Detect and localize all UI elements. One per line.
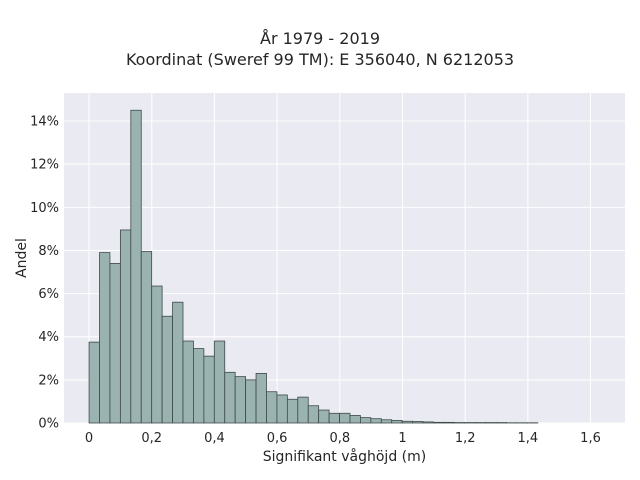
histogram-bar [88, 341, 100, 424]
histogram-bar [391, 420, 403, 424]
x-tick-label: 0,2 [141, 431, 162, 446]
histogram-bar [193, 348, 205, 424]
histogram-bar [297, 396, 309, 424]
histogram-bar [318, 409, 330, 424]
histogram-bar [266, 391, 278, 424]
y-axis-label: Andel [14, 238, 30, 278]
x-tick-label: 1,2 [455, 431, 476, 446]
histogram-bar [307, 405, 320, 424]
y-tick-label: 2% [38, 373, 59, 388]
histogram-bar [213, 340, 226, 424]
y-axis-ticks: 0% 2% 4% 6% 8% 10% 12% 14% [30, 115, 59, 432]
histogram-bar [182, 340, 194, 424]
histogram-bar [380, 419, 393, 424]
histogram-bar [255, 372, 267, 424]
histogram-bar [99, 252, 111, 424]
y-tick-label: 6% [38, 287, 59, 302]
histogram-bar [412, 421, 424, 424]
histogram-bar [119, 229, 132, 424]
chart-title: År 1979 - 2019 [260, 29, 380, 48]
histogram-bar [161, 315, 173, 424]
y-tick-label: 0% [38, 417, 59, 432]
y-tick-label: 12% [30, 158, 59, 173]
histogram-bar [339, 412, 351, 424]
histogram-bar [109, 262, 121, 424]
histogram-bar [234, 376, 247, 424]
x-tick-label: 0,8 [329, 431, 350, 446]
histogram-bar [360, 417, 372, 424]
x-axis-ticks: 0 0,2 0,4 0,6 0,8 1 1,2 1,4 1,6 [85, 431, 601, 446]
bars [88, 109, 539, 424]
x-axis-label: Signifikant våghöjd (m) [263, 448, 426, 465]
x-tick-label: 0,4 [204, 431, 225, 446]
x-tick-label: 1,4 [517, 431, 538, 446]
histogram-bar [328, 412, 340, 424]
y-tick-label: 8% [38, 244, 59, 259]
histogram-bar [286, 398, 299, 424]
histogram-bar [172, 301, 184, 424]
histogram-bar [349, 415, 361, 424]
histogram-bar [422, 421, 434, 424]
histogram-bar [130, 109, 142, 424]
histogram-bar [203, 355, 215, 424]
histogram-bar [433, 421, 445, 424]
y-tick-label: 10% [30, 201, 59, 216]
histogram-bar [276, 394, 288, 424]
x-tick-label: 1,6 [580, 431, 601, 446]
x-tick-label: 1 [398, 431, 406, 446]
histogram-bar [443, 421, 455, 424]
histogram-bar [245, 379, 257, 424]
histogram-bar [370, 418, 382, 424]
x-tick-label: 0,6 [267, 431, 288, 446]
histogram-bar [140, 251, 153, 424]
y-tick-label: 4% [38, 330, 59, 345]
histogram-bar [401, 420, 414, 424]
chart-subtitle: Koordinat (Sweref 99 TM): E 356040, N 62… [125, 50, 515, 69]
x-tick-label: 0 [85, 431, 93, 446]
y-tick-label: 14% [30, 115, 59, 130]
histogram-bar [151, 285, 163, 424]
histogram-bar [224, 371, 236, 424]
